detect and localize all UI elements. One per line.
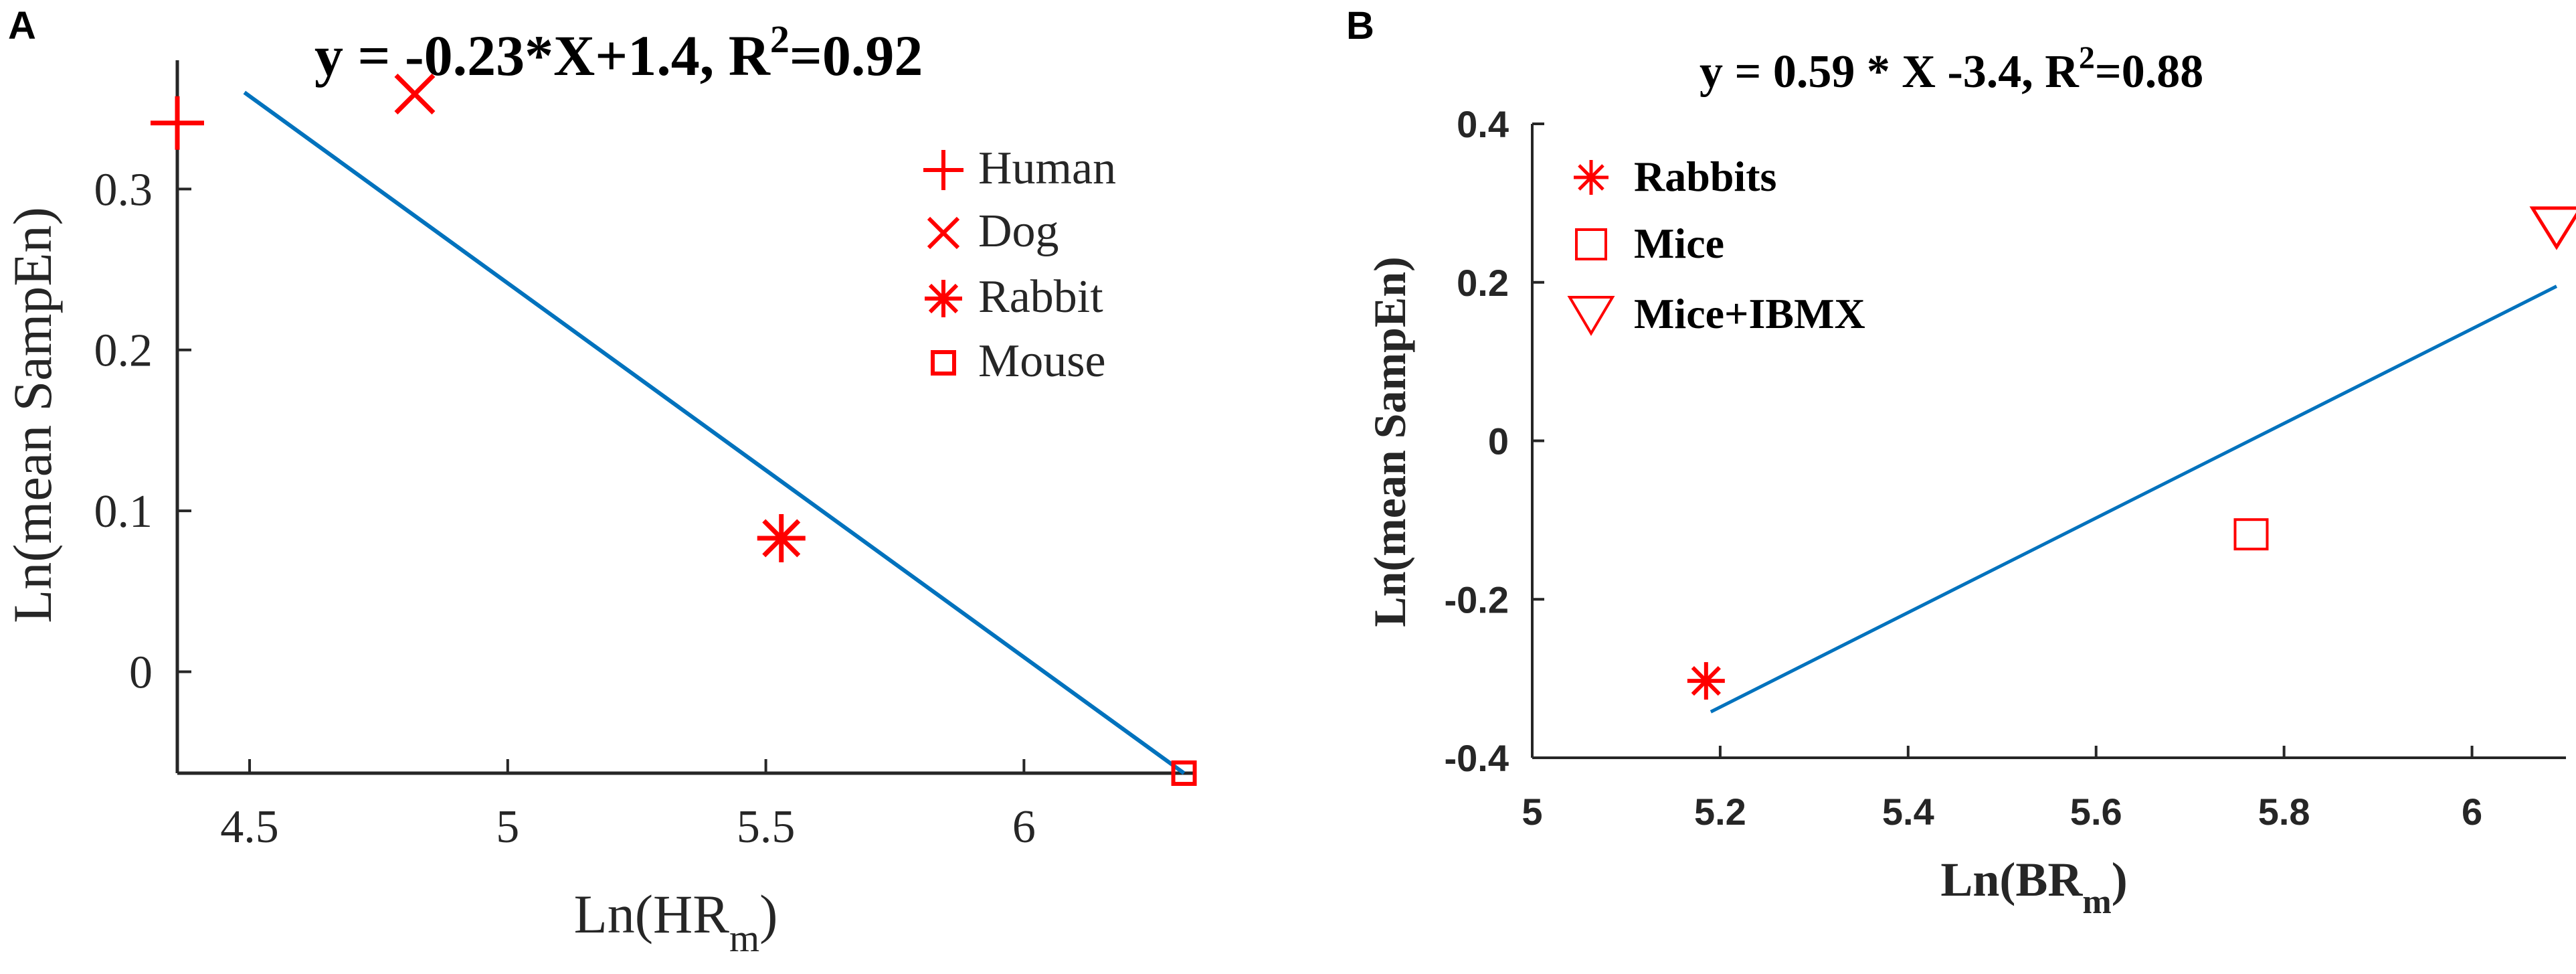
panel-b-legend: Rabbits Mice Mice+IBMX: [1567, 153, 1865, 337]
panel-a-x-axis-label: Ln(HRm): [574, 884, 778, 960]
panel-b-xtick-label: 5.6: [2070, 791, 2122, 833]
mice-ibmx-marker: [2529, 206, 2576, 250]
legend-mice-ibmx-label: Mice+IBMX: [1634, 290, 1865, 337]
panel-b-ytick-label: 0: [1488, 420, 1509, 463]
rabbit-marker: [757, 514, 806, 563]
legend-mice-label: Mice: [1634, 220, 1724, 267]
panel-a-ytick-label: 0.2: [94, 325, 153, 377]
panel-a-ytick-label: 0: [129, 647, 153, 699]
panel-b-xtick-label: 6: [2462, 791, 2482, 833]
panel-a-legend: Human Dog Rabbit Mouse: [923, 143, 1116, 387]
panel-a-xtick-label: 5.5: [737, 801, 796, 853]
panel-b-xtick-label: 5.4: [1882, 791, 1934, 833]
panel-b-x-axis-label: Ln(BRm): [1940, 853, 2127, 921]
panel-b-ytick-label: -0.2: [1445, 578, 1509, 621]
panel-b: B y = 0.59 * X -3.4, R2=0.88 -0.4 -0.2 0…: [1346, 4, 2576, 921]
panel-a-title: y = -0.23*X+1.4, R2=0.92: [314, 17, 923, 88]
mouse-marker: [1171, 760, 1197, 786]
legend-rabbit-label: Rabbit: [978, 271, 1103, 323]
panel-a-xtick-label: 4.5: [220, 801, 279, 853]
legend-mouse-label: Mouse: [978, 335, 1106, 387]
legend-rabbits-label: Rabbits: [1634, 153, 1776, 200]
legend-human-label: Human: [978, 143, 1116, 194]
panel-b-ytick-label: 0.4: [1457, 103, 1509, 145]
panel-b-ytick-label: 0.2: [1457, 262, 1509, 304]
panel-b-title: y = 0.59 * X -3.4, R2=0.88: [1699, 40, 2203, 98]
legend-dog-icon: [927, 216, 960, 250]
panel-b-ytick-label: -0.4: [1445, 737, 1509, 779]
panel-a-xtick-label: 6: [1012, 801, 1036, 853]
panel-b-xtick-label: 5.8: [2258, 791, 2310, 833]
panel-a-fit-line: [243, 90, 1186, 775]
human-marker: [151, 96, 204, 150]
legend-mouse-icon: [931, 350, 956, 376]
panel-a-ytick-label: 0.3: [94, 164, 153, 216]
legend-human-icon: [923, 150, 963, 190]
panel-a-label: A: [8, 4, 36, 48]
panel-b-fit-line: [1710, 285, 2558, 714]
rabbits-marker: [1687, 662, 1725, 700]
panel-a-ytick-label: 0.1: [94, 486, 153, 538]
dog-marker: [394, 74, 436, 114]
legend-rabbits-icon: [1574, 160, 1608, 195]
legend-mice-icon: [1575, 228, 1607, 260]
panel-b-y-axis-label: Ln(mean SampEn): [1364, 256, 1415, 627]
panel-b-label: B: [1346, 4, 1374, 48]
panel-a: A y = -0.23*X+1.4, R2=0.92 0 0.1 0.2 0.3…: [2, 4, 1197, 960]
legend-mice-ibmx-icon: [1567, 296, 1615, 336]
panel-a-y-axis-label: Ln(mean SampEn): [2, 207, 63, 623]
panel-b-xtick-label: 5.2: [1694, 791, 1746, 833]
panel-a-xtick-label: 5: [496, 801, 519, 853]
panel-b-xtick-label: 5: [1522, 791, 1542, 833]
legend-rabbit-icon: [925, 280, 962, 317]
legend-dog-label: Dog: [978, 206, 1059, 257]
mice-marker: [2233, 518, 2269, 551]
